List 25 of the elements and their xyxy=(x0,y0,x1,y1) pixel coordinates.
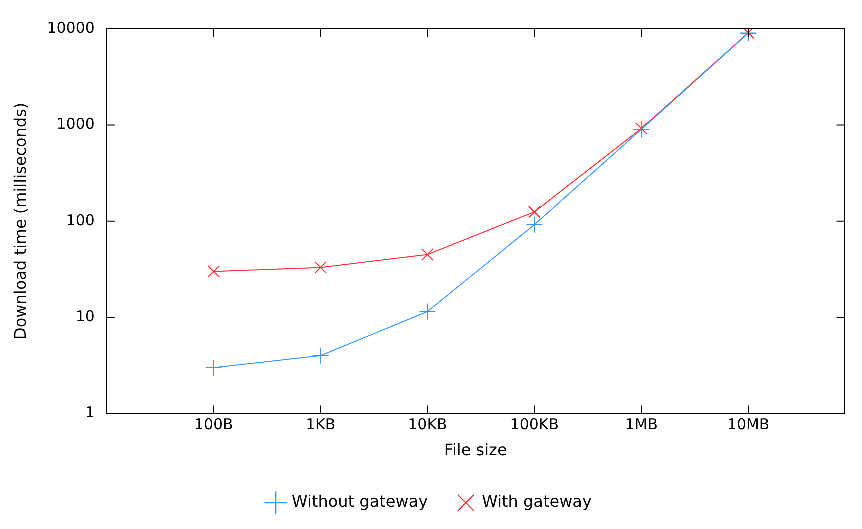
legend-label: With gateway xyxy=(482,492,592,512)
y-tick-label: 1 xyxy=(85,404,95,422)
point xyxy=(208,265,220,278)
y-tick-label: 10000 xyxy=(47,18,95,37)
point xyxy=(635,122,648,135)
x-axis-title: File size xyxy=(444,440,508,460)
point xyxy=(419,303,436,320)
point xyxy=(314,261,328,274)
point xyxy=(528,206,541,218)
x-tick-label: 10KB xyxy=(408,416,448,434)
legend-label: Without gateway xyxy=(292,492,428,512)
point xyxy=(205,359,222,376)
y-axis-title: Download time (milliseconds) xyxy=(10,102,30,340)
x-tick-label: 100KB xyxy=(510,416,560,434)
x-tick-label: 10MB xyxy=(727,416,770,434)
x-tick-label: 100B xyxy=(194,416,234,434)
x-tick-label: 1KB xyxy=(306,416,336,434)
y-tick-label: 100 xyxy=(66,211,95,230)
point xyxy=(312,347,330,364)
y-tick-label: 1000 xyxy=(56,115,95,134)
point xyxy=(633,121,650,138)
point xyxy=(526,216,544,234)
point xyxy=(421,248,434,262)
x-tick-label: 1MB xyxy=(625,416,658,434)
y-tick-label: 10 xyxy=(76,307,95,326)
